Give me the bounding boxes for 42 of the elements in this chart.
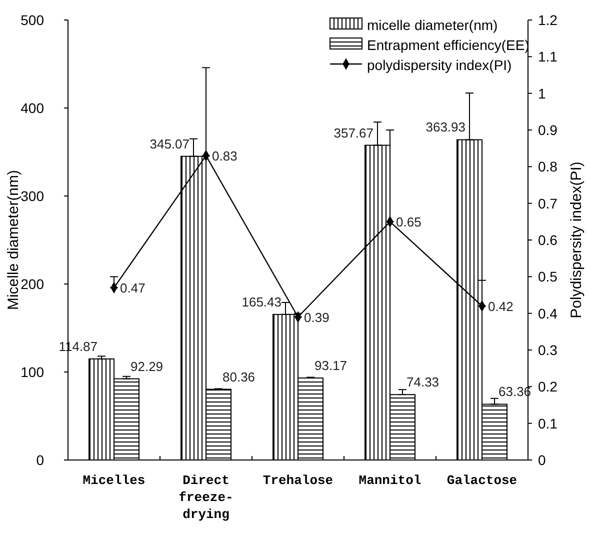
- y2-tick-label: 0.1: [538, 415, 558, 432]
- data-label: 92.29: [130, 358, 164, 374]
- data-label: 0.42: [488, 299, 514, 314]
- data-label: 0.39: [304, 310, 330, 325]
- y-tick-label: 0: [36, 452, 44, 468]
- data-label: 165.43: [242, 294, 282, 310]
- data-label: 80.36: [222, 369, 256, 384]
- y2-tick-label: 0.6: [538, 232, 558, 248]
- data-label: 0.83: [212, 148, 238, 164]
- legend-label: micelle diameter(nm): [367, 17, 498, 33]
- data-label: 0.47: [120, 280, 146, 296]
- y2-tick-label: 0.2: [538, 378, 558, 395]
- data-label: 74.33: [406, 374, 440, 390]
- x-tick-label: Mannitol: [358, 473, 422, 488]
- y2-tick-label: 0.8: [538, 158, 558, 175]
- y2-tick-label: 0.4: [538, 305, 558, 322]
- y2-axis-title: Polydispersity index(PI): [568, 162, 585, 318]
- y-axis-title: Micelle diameter(nm): [5, 170, 22, 310]
- data-label: 357.67: [334, 125, 374, 140]
- x-tick-label: Micelles: [82, 473, 146, 488]
- y-tick-label: 300: [20, 188, 44, 204]
- y-tick-label: 200: [20, 276, 44, 292]
- legend-label: polydispersity index(PI): [367, 57, 512, 73]
- y-tick-label: 400: [20, 100, 44, 116]
- legend-label: Entrapment efficiency(EE): [367, 37, 530, 53]
- y-tick-label: 100: [20, 364, 44, 380]
- data-label: 345.07: [150, 136, 190, 152]
- y2-tick-label: 0.5: [538, 268, 558, 285]
- y2-tick-label: 1.1: [538, 48, 558, 65]
- data-label: 363.93: [426, 120, 466, 135]
- x-tick-label: Galactose: [446, 473, 518, 488]
- y2-tick-label: 1: [538, 85, 546, 102]
- y2-tick-label: 0.9: [538, 122, 558, 138]
- data-label: 93.17: [314, 358, 348, 374]
- y2-tick-label: 0.3: [538, 342, 558, 358]
- x-tick-label: Trehalose: [262, 473, 334, 488]
- data-label: 0.65: [396, 214, 422, 230]
- y2-tick-label: 0: [538, 452, 546, 468]
- y2-tick-label: 0.7: [538, 195, 558, 212]
- x-tick-label: Direct freeze-drying: [178, 473, 234, 522]
- y2-tick-label: 1.2: [538, 12, 558, 28]
- y-tick-label: 500: [20, 12, 44, 28]
